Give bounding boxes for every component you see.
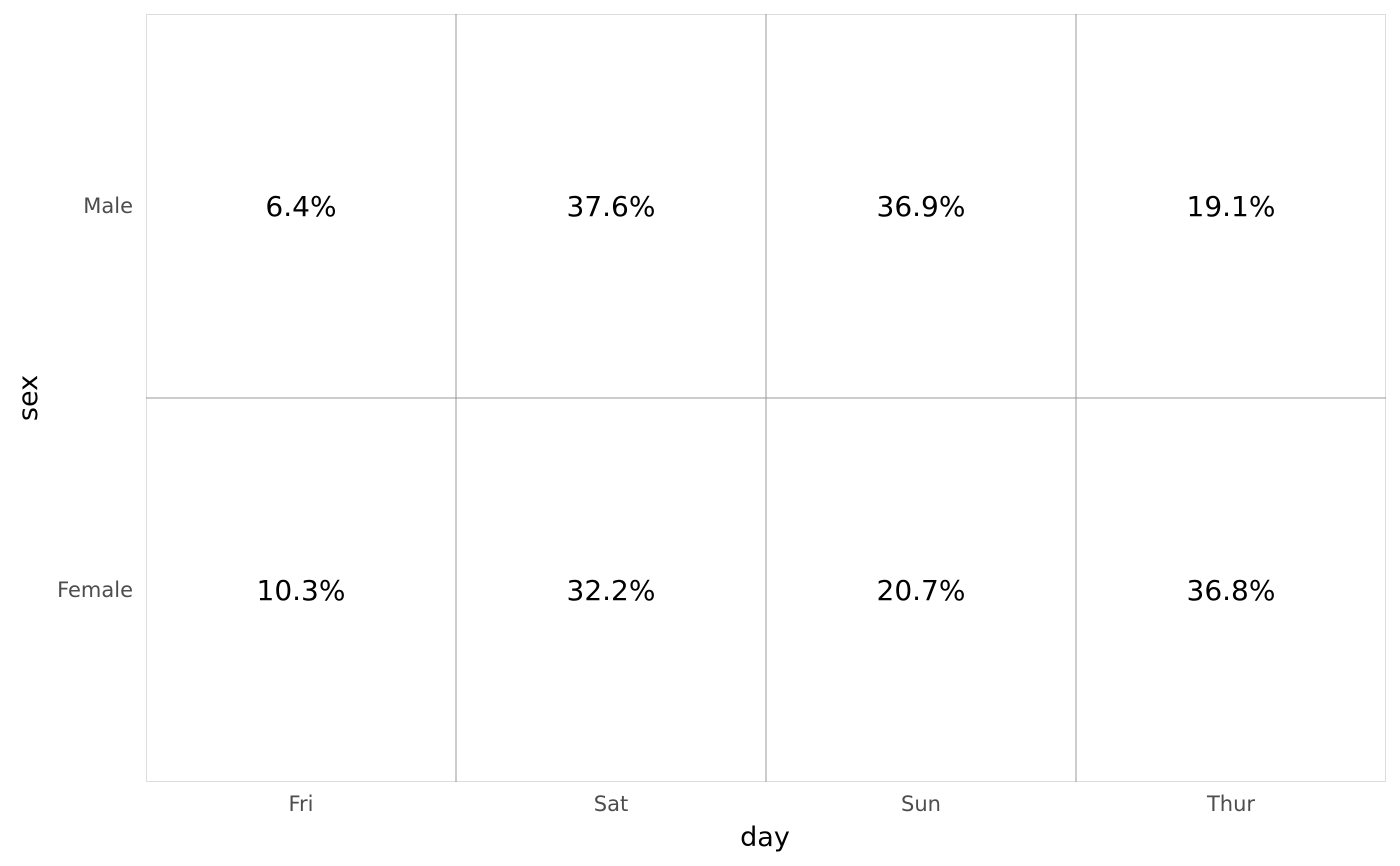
cell-sun-male [766, 14, 1076, 398]
cell-label: 32.2% [567, 574, 656, 607]
cell-sat-male [456, 14, 766, 398]
cell-sun-female [766, 398, 1076, 782]
chart-panel [146, 14, 1386, 782]
cell-label: 37.6% [567, 190, 656, 223]
cell-label: 6.4% [265, 190, 336, 223]
x-tick-label: Sat [594, 792, 628, 816]
cell-labels: 6.4% 37.6% 36.9% 19.1% 10.3% 32.2% 20.7% 36.8% [257, 190, 1276, 607]
cell-fri-female [146, 398, 456, 782]
x-axis-ticks: Fri Sat Sun Thur [288, 792, 1255, 816]
cell-thur-female [1076, 398, 1386, 782]
cell-label: 36.9% [877, 190, 966, 223]
cell-label: 20.7% [877, 574, 966, 607]
cell-sat-female [456, 398, 766, 782]
grid-lines [146, 14, 1386, 782]
x-axis-title: day [740, 822, 790, 853]
x-tick-label: Fri [288, 792, 313, 816]
cell-label: 36.8% [1187, 574, 1276, 607]
cell-label: 19.1% [1187, 190, 1276, 223]
y-axis-ticks: Male Female [57, 194, 133, 602]
y-tick-label: Male [83, 194, 133, 218]
y-axis-title: sex [13, 375, 44, 421]
cell-label: 10.3% [257, 574, 346, 607]
y-tick-label: Female [57, 578, 133, 602]
cell-fri-male [146, 14, 456, 398]
x-tick-label: Thur [1206, 792, 1255, 816]
cell-thur-male [1076, 14, 1386, 398]
x-tick-label: Sun [901, 792, 941, 816]
